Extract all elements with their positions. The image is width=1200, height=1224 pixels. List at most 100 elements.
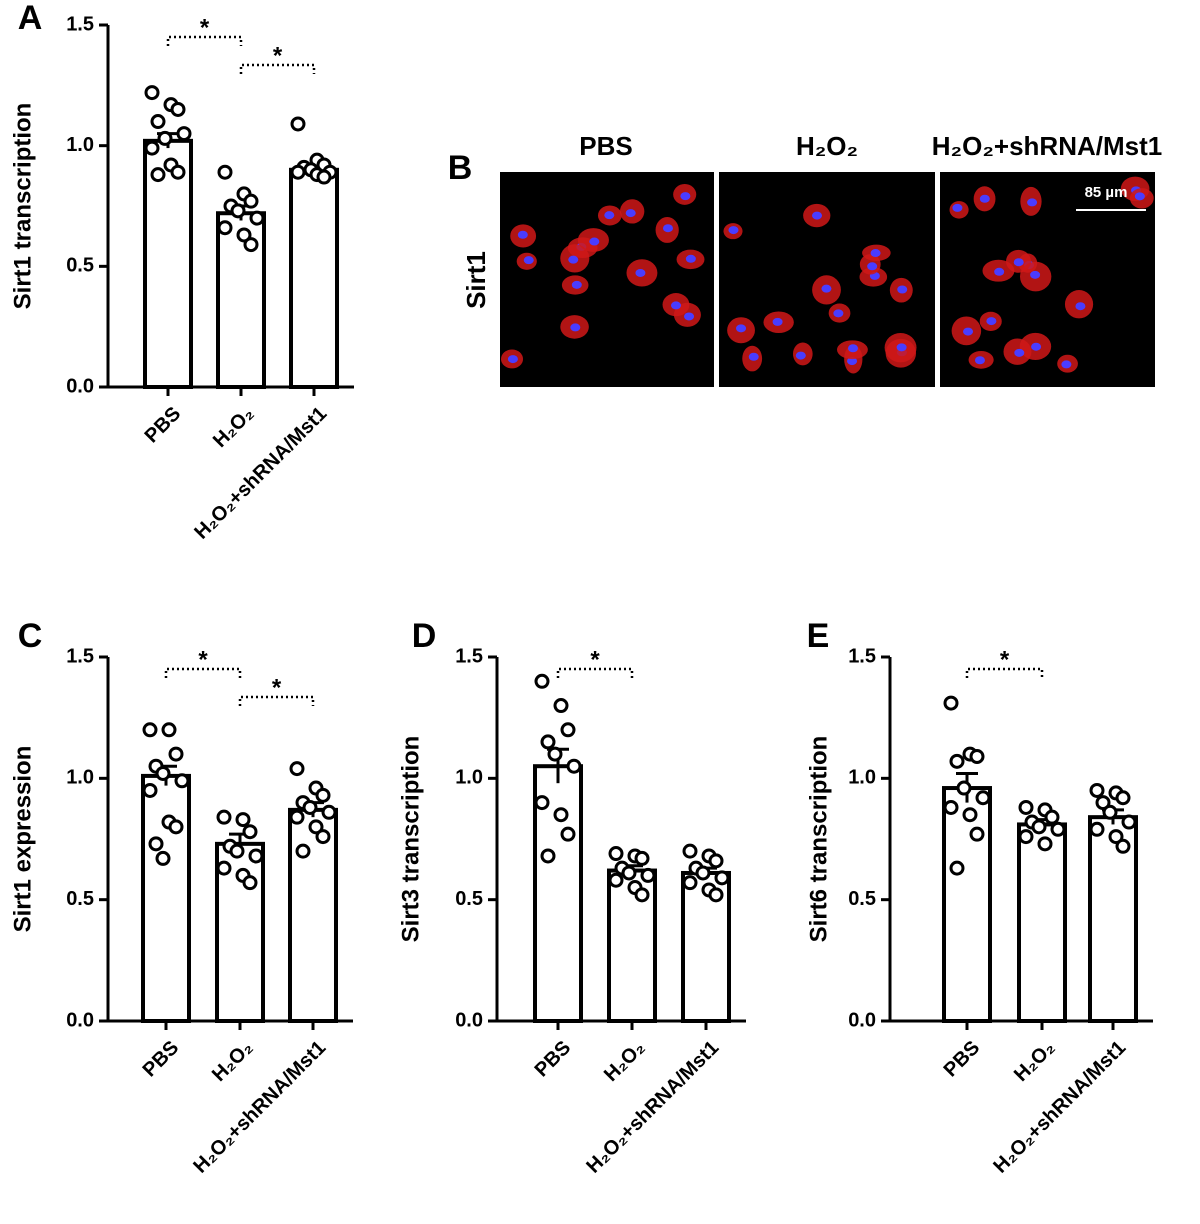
- data-point: [150, 167, 166, 183]
- data-point: [969, 748, 985, 764]
- nucleus: [821, 284, 832, 293]
- nucleus: [795, 351, 806, 360]
- data-point: [229, 843, 245, 859]
- x-tick-label: H₂O₂: [208, 1037, 257, 1086]
- nucleus: [870, 249, 881, 258]
- data-point: [230, 203, 246, 219]
- data-point: [242, 875, 258, 891]
- data-point: [1018, 829, 1034, 845]
- scale-bar-label: 85 µm: [1085, 184, 1128, 201]
- data-point: [315, 829, 331, 845]
- significance-label: *: [590, 646, 600, 673]
- bar: [289, 167, 339, 389]
- significance-label: *: [198, 646, 208, 673]
- data-point: [714, 870, 730, 886]
- bar: [1017, 822, 1067, 1023]
- nucleus: [1013, 258, 1024, 267]
- data-point: [168, 819, 184, 835]
- nucleus: [847, 357, 858, 366]
- data-point: [148, 836, 164, 852]
- data-point: [975, 790, 991, 806]
- column-title: H₂O₂+shRNA/Mst1: [932, 131, 1162, 161]
- data-point: [155, 850, 171, 866]
- data-point: [295, 843, 311, 859]
- data-point: [168, 746, 184, 762]
- data-point: [634, 887, 650, 903]
- data-point: [1018, 799, 1034, 815]
- data-point: [150, 114, 166, 130]
- data-point: [534, 795, 550, 811]
- data-point: [969, 826, 985, 842]
- y-tick-label: 0.0: [66, 1009, 94, 1031]
- data-point: [302, 799, 318, 815]
- nucleus: [772, 317, 783, 326]
- y-tick-label: 0.5: [848, 888, 876, 910]
- y-axis-title: Sirt1 expression: [9, 746, 36, 933]
- data-point: [608, 872, 624, 888]
- significance-bracket: [239, 63, 316, 74]
- nucleus: [1134, 192, 1145, 201]
- nucleus: [685, 254, 696, 263]
- data-point: [1031, 819, 1047, 835]
- y-tick-label: 1.0: [848, 767, 876, 789]
- nucleus: [670, 301, 681, 310]
- data-point: [1050, 821, 1066, 837]
- data-point: [621, 865, 637, 881]
- panel-letter: A: [18, 0, 43, 37]
- data-point: [308, 819, 324, 835]
- data-point: [316, 169, 332, 185]
- significance-label: *: [200, 14, 210, 41]
- data-point: [708, 853, 724, 869]
- nucleus: [589, 237, 600, 246]
- nucleus: [963, 327, 974, 336]
- data-point: [547, 746, 563, 762]
- data-point: [540, 734, 556, 750]
- y-tick-label: 1.5: [66, 13, 94, 35]
- data-point: [289, 809, 305, 825]
- x-tick-label: PBS: [139, 1037, 184, 1082]
- data-point: [142, 782, 158, 798]
- data-point: [943, 799, 959, 815]
- data-point: [608, 846, 624, 862]
- y-tick-label: 0.5: [66, 255, 94, 277]
- y-tick-label: 0.5: [66, 888, 94, 910]
- y-tick-label: 1.0: [66, 134, 94, 156]
- data-point: [217, 220, 233, 236]
- data-point: [235, 812, 251, 828]
- x-tick-label: H₂O₂+shRNA/Mst1: [190, 403, 331, 544]
- nucleus: [748, 352, 759, 361]
- panel-letter: C: [18, 617, 43, 655]
- y-tick-label: 1.5: [455, 645, 483, 667]
- data-point: [176, 126, 192, 142]
- nucleus: [736, 324, 747, 333]
- x-tick-label: H₂O₂+shRNA/Mst1: [989, 1037, 1130, 1178]
- data-point: [170, 101, 186, 117]
- data-point: [243, 237, 259, 253]
- panel-letter: E: [807, 617, 830, 655]
- nucleus: [867, 262, 878, 271]
- significance-label: *: [1000, 646, 1010, 673]
- data-point: [170, 164, 186, 180]
- data-point: [242, 824, 258, 840]
- nucleus: [1030, 270, 1041, 279]
- significance-label: *: [273, 42, 283, 69]
- nucleus: [848, 344, 859, 353]
- column-title: PBS: [579, 131, 632, 161]
- data-point: [1037, 836, 1053, 852]
- nucleus: [979, 194, 990, 203]
- nucleus: [507, 355, 518, 364]
- data-point: [217, 164, 233, 180]
- data-point: [236, 227, 252, 243]
- data-point: [155, 765, 171, 781]
- data-point: [321, 804, 337, 820]
- x-tick-label: H₂O₂: [209, 403, 258, 452]
- y-axis-title: Sirt3 transcription: [397, 736, 424, 943]
- data-point: [956, 780, 972, 796]
- data-point: [142, 722, 158, 738]
- y-tick-label: 1.0: [455, 767, 483, 789]
- nucleus: [1027, 198, 1038, 207]
- nucleus: [625, 209, 636, 218]
- data-point: [708, 887, 724, 903]
- y-tick-label: 0.0: [455, 1009, 483, 1031]
- nucleus: [1061, 360, 1072, 369]
